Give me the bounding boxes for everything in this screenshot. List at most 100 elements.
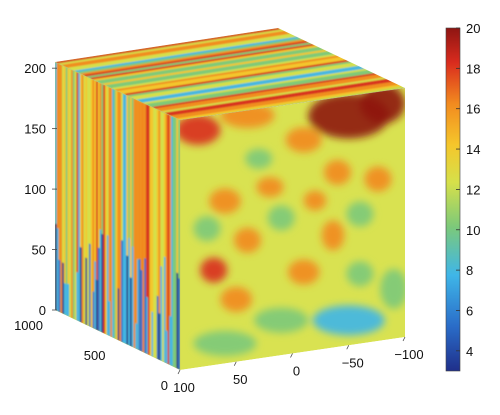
left-face-streak [153,107,155,358]
colorbar-tick-label: 6 [466,303,473,318]
left-face-streak [110,87,113,338]
left-face-streak-low [178,277,180,370]
left-face-streak-low [85,257,88,326]
top-face-streak [89,43,316,80]
left-face-streak [165,113,168,364]
left-face-streak-low [121,239,123,343]
left-face-streak-low [101,233,104,334]
front-tick-label: −100 [394,347,423,362]
left-face-streak-low [92,291,95,329]
left-face-streak [122,93,125,344]
left-face-streak [69,68,72,318]
top-face-streak [101,49,328,86]
left-face-streak [171,115,173,367]
vertical-tick-label: 200 [24,61,46,76]
front-face-blob [346,261,374,287]
front-tick [290,353,293,358]
left-face-streak-low [151,311,154,358]
left-face-streak [67,67,70,317]
left-face-streak-low [156,295,159,360]
top-face-streak [58,29,285,65]
left-face-streak [158,110,161,361]
left-face-streak [147,105,150,356]
left-face-streak [169,115,172,366]
front-face-blob [234,227,261,253]
top-face-streak [155,74,382,110]
depth-tick-label: 1000 [14,318,43,333]
left-face-streak [96,81,98,331]
top-face-streak [151,72,378,109]
left-face-streak-low [122,286,125,344]
left-face-streak [113,89,116,340]
left-face-streak [174,117,177,369]
front-face-blob [288,259,320,285]
top-face-streak [158,75,385,112]
front-face-blob [360,88,405,124]
left-face-streak-low [137,258,139,351]
top-face-streak [120,58,347,94]
left-face-streak-low [99,229,102,333]
top-face [55,28,405,120]
left-face-streak-low [58,259,61,313]
colorbar-tick-label: 14 [466,142,480,157]
left-face-streak [63,66,66,316]
left-face-streak-low [169,315,172,366]
left-face-streak [108,86,111,337]
front-face-blob [209,188,241,214]
vertical-tick-label: 150 [24,122,46,137]
front-face-blob [321,220,345,251]
vertical-axis: 0 50 100 150 200 [24,61,57,318]
left-face-streak-low [131,246,134,348]
front-tick [402,336,406,342]
top-face-streak [148,71,375,107]
front-tick [177,369,181,375]
left-face-streak [117,91,120,341]
left-face-streak-low [135,323,138,350]
left-face-streak [167,114,170,365]
left-face-streak [65,66,68,316]
top-face-streak [108,52,335,89]
front-face-blob [285,127,322,153]
front-face-blob [312,305,385,336]
top-face-streak [117,57,344,93]
left-face-streak-low [126,255,129,346]
left-face-streak-low [130,277,132,347]
top-face-streak [92,45,319,81]
front-axis: 100 50 0 −50 −100 [173,336,424,395]
front-tick-label: 50 [233,372,247,387]
left-face-streak [142,102,145,353]
left-face-streak [83,75,86,325]
top-face-streak [142,68,369,105]
top-face-streak [76,38,303,74]
front-face-blob [254,307,309,333]
left-face-streak-low [88,243,91,328]
top-face-streak [136,65,363,102]
colorbar-tick-label: 10 [466,223,480,238]
top-face-streak [61,30,288,67]
front-face-blob [180,114,221,145]
left-face-streak [90,78,93,328]
left-face-streak [146,104,148,355]
front-face-blob [193,216,221,242]
left-face-streak [92,79,95,329]
vertical-tick-label: 0 [39,303,46,318]
left-face-streak-low [140,269,143,352]
front-face-blob [303,190,327,211]
left-face-streak-low [106,234,109,336]
left-face-streak-low [63,282,66,316]
left-face-streak [133,98,136,349]
left-face-streak-low [160,265,163,362]
left-face-streak-low [62,262,64,315]
left-face-streak [81,74,84,324]
colorbar-tick-label: 12 [466,182,480,197]
depth-tick-label: 0 [161,378,168,393]
left-face-streak-low [144,257,147,354]
left-face-streak-low [163,256,166,364]
top-face-streak [161,77,388,113]
front-tick-label: 100 [173,380,195,395]
left-face-streak [60,64,63,314]
top-face-streak [111,54,338,90]
front-face-blob [220,286,252,312]
